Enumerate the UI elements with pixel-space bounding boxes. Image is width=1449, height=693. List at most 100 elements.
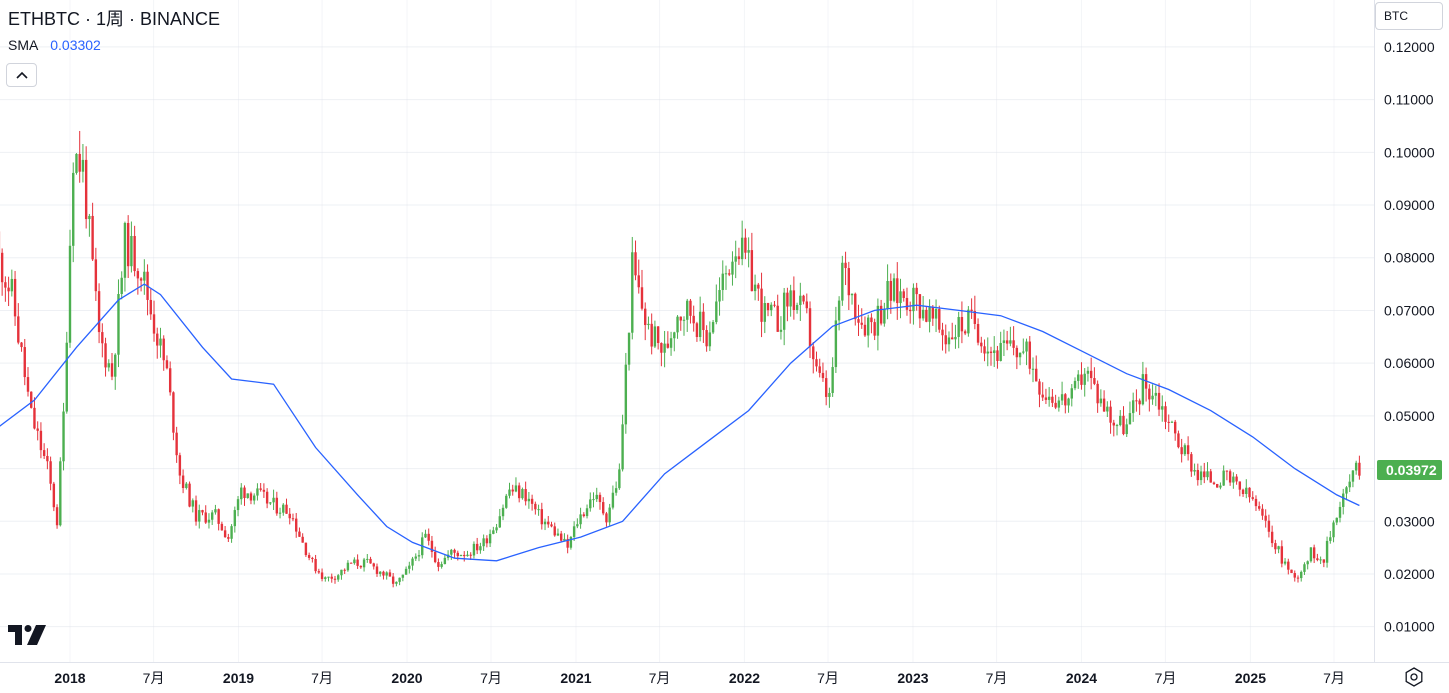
candle-body bbox=[938, 309, 941, 330]
time-axis[interactable]: 2018 7月 2019 7月 2020 7月 2021 7月 2022 7月 2023 7月 2024… bbox=[54, 670, 1344, 686]
candle-body bbox=[101, 332, 104, 344]
candle-body bbox=[94, 259, 98, 292]
candle-body bbox=[1135, 400, 1138, 402]
candle-body bbox=[1235, 476, 1238, 482]
candle-body bbox=[52, 483, 56, 508]
candle-body bbox=[776, 305, 779, 332]
time-tick-label: 2018 bbox=[54, 670, 85, 686]
candle-body bbox=[1164, 406, 1167, 422]
candle-body bbox=[165, 360, 169, 369]
candle-body bbox=[479, 546, 482, 551]
candle-body bbox=[298, 531, 301, 537]
candle-body bbox=[989, 351, 993, 354]
candle-body bbox=[631, 252, 634, 333]
candle-body bbox=[547, 521, 550, 525]
candle-body bbox=[1022, 351, 1025, 353]
candle-body bbox=[414, 556, 417, 559]
candle-body bbox=[1057, 400, 1061, 408]
candle-body bbox=[1038, 381, 1041, 395]
candle-body bbox=[1080, 374, 1083, 385]
symbol-title[interactable]: ETHBTC · 1周 · BINANCE bbox=[8, 9, 221, 29]
candle-body bbox=[450, 549, 453, 555]
candle-body bbox=[863, 324, 867, 336]
price-axis[interactable]: 0.010000.020000.030000.040000.050000.060… bbox=[1384, 39, 1435, 635]
candle-body bbox=[1099, 398, 1103, 404]
candle-body bbox=[1332, 522, 1335, 538]
candle-body bbox=[1222, 470, 1225, 486]
candle-body bbox=[382, 571, 385, 576]
candle-body bbox=[1345, 487, 1348, 494]
candle-body bbox=[427, 533, 430, 541]
candle-body bbox=[466, 554, 469, 557]
candle-body bbox=[204, 512, 207, 523]
candle-body bbox=[1277, 546, 1280, 550]
last-price-tag-bg bbox=[1377, 460, 1442, 481]
price-tick-label: 0.06000 bbox=[1384, 355, 1435, 371]
candle-body bbox=[721, 273, 724, 291]
candle-body bbox=[1296, 577, 1300, 579]
candle-body bbox=[1248, 487, 1251, 498]
settings-icon[interactable] bbox=[1403, 666, 1425, 688]
candle-body bbox=[42, 450, 46, 456]
candle-body bbox=[695, 323, 699, 338]
candle-body bbox=[1251, 497, 1254, 499]
candle-body bbox=[1348, 481, 1351, 488]
currency-button[interactable]: BTC bbox=[1375, 2, 1443, 30]
candle-body bbox=[957, 317, 960, 337]
candle-body bbox=[1274, 543, 1277, 550]
price-tick-label: 0.10000 bbox=[1384, 144, 1435, 160]
candle-body bbox=[931, 307, 935, 319]
candle-body bbox=[472, 543, 476, 556]
candle-body bbox=[256, 488, 259, 496]
candle-body bbox=[1219, 485, 1222, 488]
sma-legend[interactable]: SMA 0.03302 bbox=[8, 37, 101, 53]
collapse-legend-button[interactable] bbox=[6, 63, 37, 87]
candle-body bbox=[673, 332, 676, 339]
candle-body bbox=[837, 300, 841, 321]
candle-body bbox=[621, 424, 624, 470]
candle-body bbox=[1015, 347, 1019, 358]
candle-body bbox=[718, 290, 721, 302]
candle-body bbox=[679, 316, 682, 321]
candle-body bbox=[1115, 425, 1119, 427]
candle-body bbox=[327, 576, 330, 578]
candle-body bbox=[611, 492, 615, 508]
candle-body bbox=[0, 252, 4, 283]
time-tick-label: 2023 bbox=[897, 670, 928, 686]
candle-body bbox=[288, 513, 291, 519]
candle-body bbox=[249, 493, 253, 501]
candle-body bbox=[201, 510, 204, 513]
candle-body bbox=[1319, 559, 1322, 561]
time-tick-label: 7月 bbox=[986, 670, 1008, 686]
candle-body bbox=[404, 568, 408, 575]
candle-body bbox=[1312, 547, 1316, 559]
candle-body bbox=[104, 343, 107, 368]
candle-body bbox=[191, 500, 194, 507]
candle-body bbox=[511, 489, 514, 492]
candle-body bbox=[585, 508, 589, 517]
candle-body bbox=[379, 571, 382, 574]
tradingview-logo[interactable] bbox=[8, 624, 46, 651]
candle-body bbox=[514, 485, 518, 492]
candle-body bbox=[485, 538, 489, 544]
candle-body bbox=[640, 287, 644, 309]
candle-body bbox=[899, 291, 902, 304]
candle-body bbox=[114, 354, 117, 377]
candle-body bbox=[424, 533, 427, 538]
candle-body bbox=[1325, 540, 1329, 563]
candle-body bbox=[744, 237, 747, 253]
candle-body bbox=[1199, 471, 1203, 481]
candle-body bbox=[1083, 373, 1086, 385]
candle-body bbox=[951, 337, 954, 340]
time-tick-label: 2025 bbox=[1235, 670, 1266, 686]
candle-body bbox=[133, 235, 136, 272]
candle-body bbox=[963, 331, 967, 334]
candle-body bbox=[1270, 531, 1274, 544]
axes-layer bbox=[0, 0, 1449, 663]
candle-body bbox=[1119, 415, 1122, 426]
candle-body bbox=[737, 256, 741, 260]
candle-body bbox=[1290, 569, 1293, 574]
candle-body bbox=[1216, 484, 1219, 488]
candle-body bbox=[1125, 424, 1128, 435]
